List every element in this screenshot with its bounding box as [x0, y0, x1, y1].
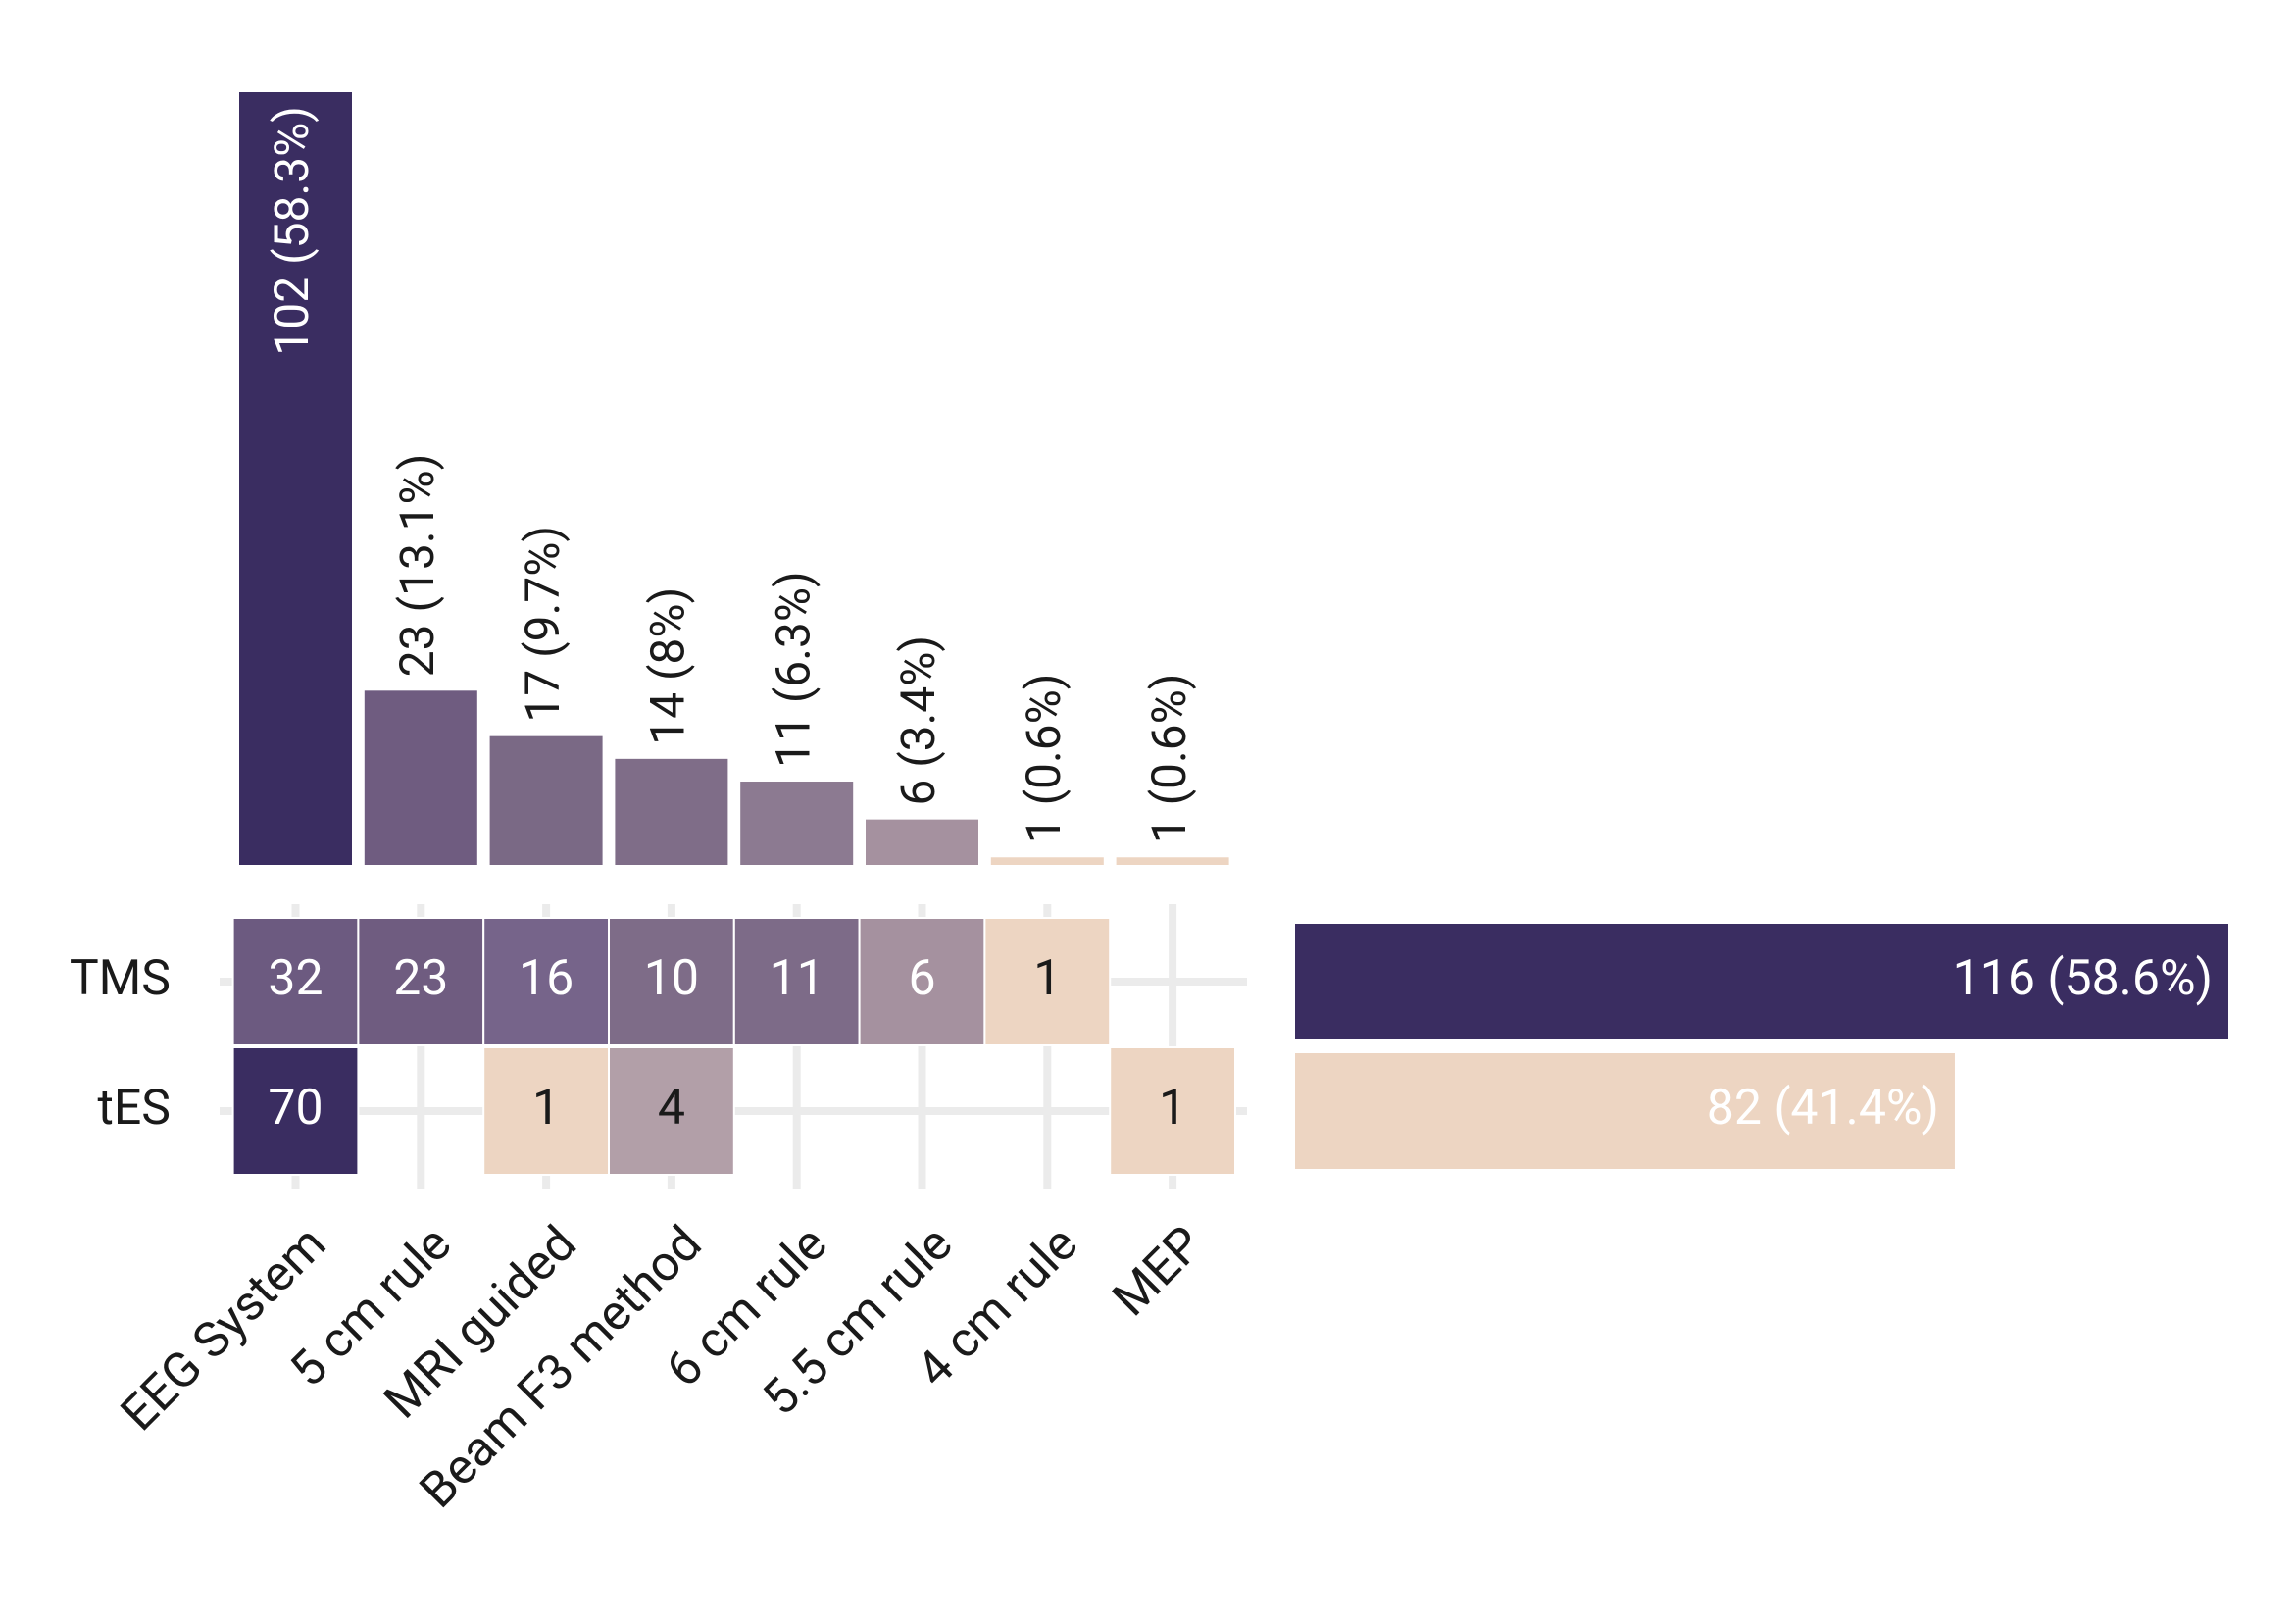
bar: [615, 758, 728, 865]
row-label: tES: [98, 1080, 171, 1137]
matrix-cell-label: 6: [908, 950, 935, 1007]
bar-value-label: 1 (0.6%): [1141, 673, 1197, 843]
bar-value-label: 23 (13.1%): [389, 454, 445, 678]
matrix-cell-label: 10: [644, 950, 699, 1007]
bar: [489, 735, 603, 865]
set-size-label: 116 (58.6%): [1953, 950, 2213, 1007]
bar-value-label: 14 (8%): [640, 587, 696, 745]
bar: [740, 782, 854, 865]
bar: [866, 819, 978, 865]
matrix-cell-label: 1: [532, 1080, 560, 1137]
matrix-cell: [983, 917, 1112, 1046]
x-tick-label: EEG System: [111, 1216, 337, 1443]
matrix-cell: [608, 1046, 735, 1176]
set-size-label: 82 (41.4%): [1707, 1080, 1939, 1137]
bar: [1116, 857, 1229, 865]
bar: [990, 857, 1104, 865]
matrix-cell-label: 16: [519, 950, 574, 1007]
matrix-cell-label: 23: [393, 950, 448, 1007]
bar-value-label: 1 (0.6%): [1016, 673, 1072, 843]
matrix-cell-label: 4: [658, 1080, 685, 1137]
x-tick-label: MEP: [1102, 1216, 1214, 1328]
matrix-cell-label: 70: [268, 1080, 323, 1137]
bar: [364, 690, 477, 865]
matrix-cell: [482, 917, 611, 1046]
matrix-cell: [231, 917, 360, 1046]
bar: [239, 92, 352, 865]
bar-value-label: 11 (6.3%): [765, 571, 821, 768]
matrix-cell-label: 32: [268, 950, 323, 1007]
bar-value-label: 6 (3.4%): [890, 635, 946, 806]
matrix-cell-label: 1: [1033, 950, 1061, 1007]
bar-value-label: 102 (58.3%): [264, 106, 320, 356]
matrix-cell: [732, 917, 861, 1046]
set-size-bar: [1295, 1053, 1955, 1169]
matrix-cell: [231, 1046, 360, 1176]
bar-value-label: 17 (9.7%): [515, 526, 571, 723]
matrix-cell: [1109, 1046, 1236, 1176]
matrix-cell: [482, 1046, 611, 1176]
set-size-bar: [1295, 924, 2228, 1039]
matrix-cell-label: 1: [1159, 1080, 1186, 1137]
row-label: TMS: [70, 950, 171, 1007]
matrix-cell-label: 11: [770, 950, 824, 1007]
